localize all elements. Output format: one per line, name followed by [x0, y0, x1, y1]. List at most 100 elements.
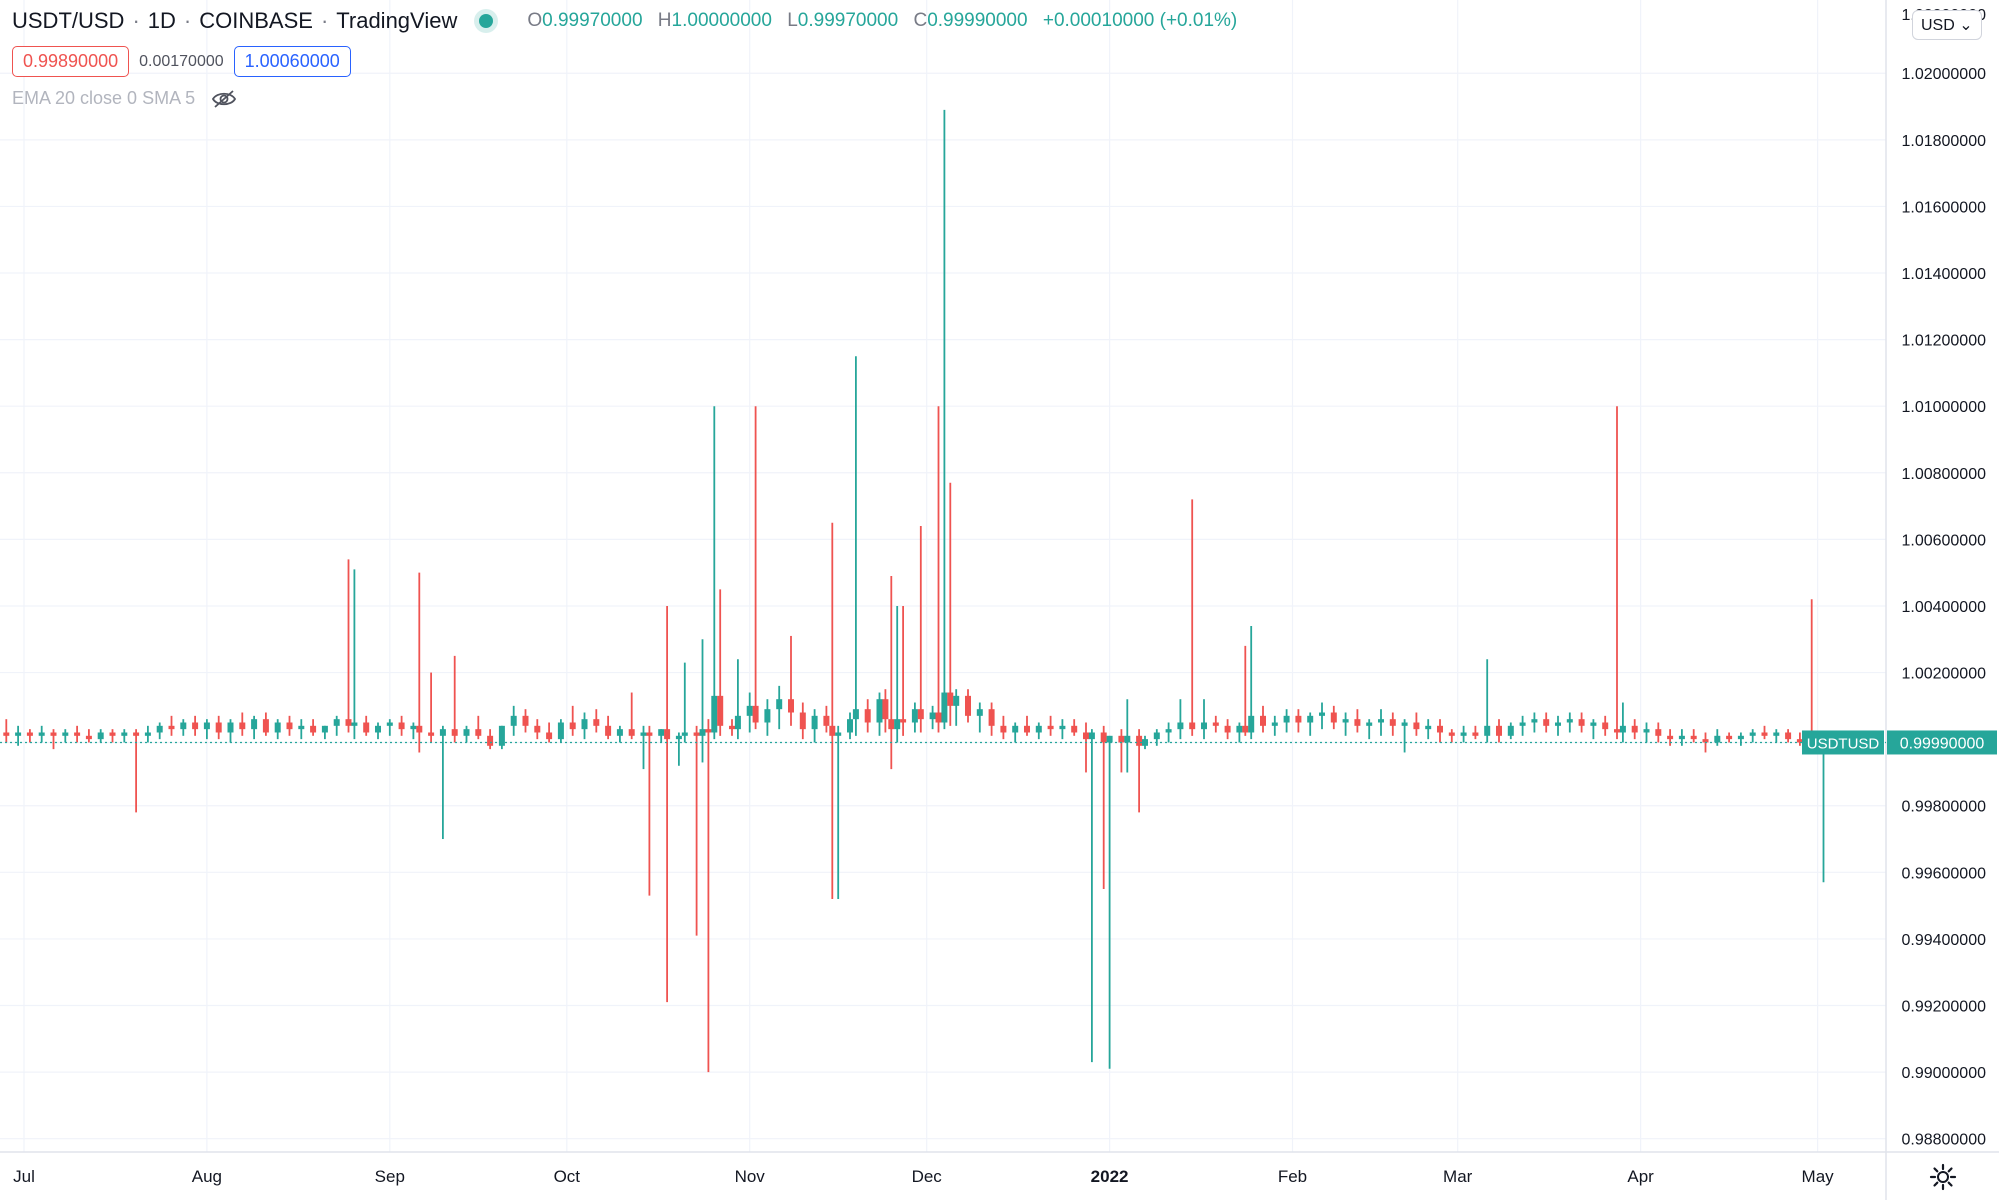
candle[interactable] — [38, 725, 45, 743]
candle[interactable] — [835, 725, 842, 899]
candle[interactable] — [50, 729, 57, 750]
candle[interactable] — [1726, 732, 1733, 743]
candle[interactable] — [788, 635, 794, 726]
candle[interactable] — [1619, 702, 1626, 743]
candle[interactable] — [274, 719, 281, 740]
candle[interactable] — [1260, 705, 1266, 733]
candle[interactable] — [1578, 712, 1585, 733]
symbol-name[interactable]: USDT/USD — [12, 8, 125, 33]
candle[interactable] — [410, 722, 417, 740]
candle[interactable] — [746, 692, 753, 733]
candle[interactable] — [227, 719, 234, 743]
candle[interactable] — [1118, 729, 1125, 773]
candle[interactable] — [168, 715, 175, 736]
candle[interactable] — [522, 709, 529, 733]
candle[interactable] — [1555, 715, 1561, 736]
candle[interactable] — [752, 406, 759, 730]
candle[interactable] — [705, 719, 712, 1073]
candle[interactable] — [15, 725, 22, 746]
candle[interactable] — [1448, 729, 1455, 743]
candle[interactable] — [1035, 722, 1042, 740]
candle[interactable] — [935, 406, 942, 733]
candle[interactable] — [1460, 725, 1467, 743]
candle[interactable] — [664, 605, 671, 1003]
candle[interactable] — [1012, 722, 1019, 743]
candle[interactable] — [1083, 722, 1089, 773]
candle[interactable] — [262, 712, 269, 736]
candle[interactable] — [251, 715, 258, 740]
candle[interactable] — [475, 715, 482, 740]
candle[interactable] — [1000, 715, 1007, 740]
candle[interactable] — [734, 659, 741, 740]
candle[interactable] — [451, 655, 458, 743]
candle[interactable] — [847, 712, 853, 740]
candle[interactable] — [864, 699, 871, 733]
candle[interactable] — [1342, 712, 1349, 736]
candle[interactable] — [1271, 715, 1278, 736]
candle[interactable] — [121, 729, 128, 743]
candle[interactable] — [416, 572, 423, 753]
candle[interactable] — [1389, 712, 1396, 736]
candle[interactable] — [965, 689, 971, 723]
candle[interactable] — [1631, 719, 1638, 740]
candle[interactable] — [26, 729, 33, 743]
candle[interactable] — [1425, 719, 1432, 740]
candle[interactable] — [498, 725, 505, 750]
candle[interactable] — [1749, 729, 1756, 743]
candle[interactable] — [1566, 712, 1573, 733]
candle[interactable] — [646, 725, 653, 896]
candle[interactable] — [658, 729, 665, 743]
candle[interactable] — [764, 699, 771, 736]
candle[interactable] — [133, 729, 140, 813]
indicator-label[interactable]: EMA 20 close 0 SMA 5 — [12, 88, 196, 108]
candle[interactable] — [144, 725, 151, 743]
candle[interactable] — [1136, 729, 1143, 813]
candle[interactable] — [1124, 699, 1131, 773]
candle[interactable] — [1242, 645, 1249, 736]
candle[interactable] — [1737, 732, 1744, 746]
candle[interactable] — [1330, 705, 1337, 730]
candle[interactable] — [363, 715, 370, 736]
candle[interactable] — [693, 725, 700, 936]
candle[interactable] — [534, 719, 541, 740]
candle[interactable] — [1531, 712, 1538, 733]
candle[interactable] — [616, 725, 623, 743]
candle[interactable] — [1071, 719, 1078, 736]
candle[interactable] — [917, 526, 924, 733]
candle[interactable] — [947, 482, 954, 726]
candle[interactable] — [192, 715, 199, 736]
candle[interactable] — [1378, 709, 1384, 736]
candle[interactable] — [1472, 725, 1479, 740]
candle[interactable] — [398, 715, 405, 736]
candle[interactable] — [1153, 729, 1160, 746]
candle[interactable] — [97, 729, 104, 743]
candle[interactable] — [1590, 719, 1597, 740]
candle[interactable] — [628, 692, 635, 740]
candle[interactable] — [953, 689, 960, 726]
candle[interactable] — [1643, 722, 1650, 743]
candle[interactable] — [1248, 625, 1255, 740]
candle[interactable] — [640, 725, 647, 770]
candle[interactable] — [1295, 709, 1302, 733]
candle[interactable] — [203, 719, 210, 740]
candle[interactable] — [1507, 722, 1514, 740]
candle[interactable] — [85, 729, 92, 743]
candle[interactable] — [1496, 719, 1502, 743]
candle[interactable] — [156, 722, 163, 740]
candle[interactable] — [1177, 699, 1184, 740]
candle[interactable] — [1024, 715, 1030, 736]
candle[interactable] — [1319, 702, 1325, 730]
candle[interactable] — [510, 705, 517, 736]
candle[interactable] — [1667, 729, 1674, 746]
candle[interactable] — [888, 576, 895, 770]
candle[interactable] — [286, 715, 293, 736]
candle[interactable] — [351, 569, 358, 740]
candle[interactable] — [1165, 722, 1172, 743]
candle[interactable] — [811, 709, 818, 743]
candle[interactable] — [1212, 715, 1219, 733]
candle[interactable] — [1543, 712, 1550, 733]
market-status-icon[interactable] — [479, 14, 494, 28]
candle[interactable] — [1100, 725, 1107, 889]
candle[interactable] — [428, 672, 435, 743]
candle[interactable] — [988, 702, 995, 736]
